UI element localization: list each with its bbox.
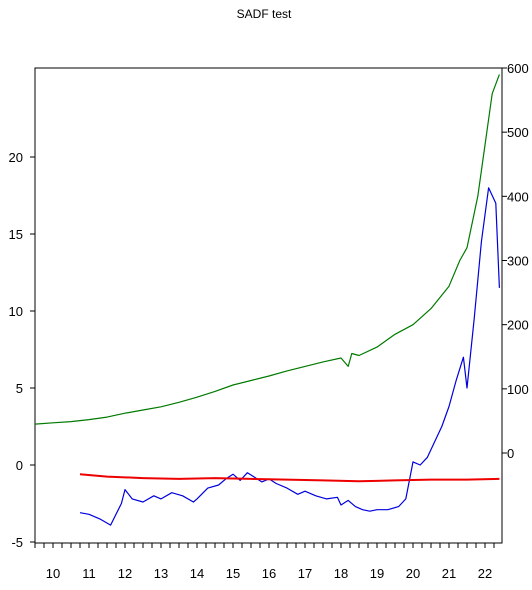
left-axis: -5 0 5 10 15 20 (9, 150, 35, 550)
x-tick-label: 19 (370, 566, 384, 581)
x-tick-label: 12 (118, 566, 132, 581)
right-tick-label: 100 (507, 382, 529, 397)
x-tick-label: 18 (334, 566, 348, 581)
x-tick-label: 11 (82, 566, 96, 581)
x-tick-label: 17 (298, 566, 312, 581)
right-tick-label: 200 (507, 318, 529, 333)
right-tick-label: 600 (507, 61, 529, 76)
right-tick-label: 400 (507, 189, 529, 204)
left-tick-label: 0 (16, 458, 23, 473)
series-line-2 (79, 187, 500, 526)
right-tick-label: 500 (507, 125, 529, 140)
x-tick-label: 22 (478, 566, 492, 581)
right-axis: 0 100 200 300 400 500 600 (502, 61, 529, 461)
x-tick-label: 14 (190, 566, 204, 581)
plot-frame (34, 67, 503, 544)
x-tick-label: 21 (442, 566, 456, 581)
right-tick-label: 0 (507, 446, 514, 461)
x-tick-label: 10 (46, 566, 60, 581)
x-tick-label: 20 (406, 566, 420, 581)
x-tick-label: 13 (154, 566, 168, 581)
x-axis: 10 11 12 13 14 15 16 17 18 19 20 21 22 (34, 543, 495, 581)
chart-title: SADF test (237, 7, 292, 21)
left-tick-label: 20 (9, 150, 23, 165)
left-tick-label: 10 (9, 304, 23, 319)
x-tick-label: 16 (262, 566, 276, 581)
series-line-1 (34, 74, 500, 425)
left-tick-label: 5 (16, 381, 23, 396)
series-line-3 (79, 473, 500, 483)
left-tick-label: -5 (11, 535, 23, 550)
x-tick-label: 15 (226, 566, 240, 581)
series-layer (34, 74, 500, 526)
left-tick-label: 15 (9, 227, 23, 242)
right-tick-label: 300 (507, 254, 529, 269)
